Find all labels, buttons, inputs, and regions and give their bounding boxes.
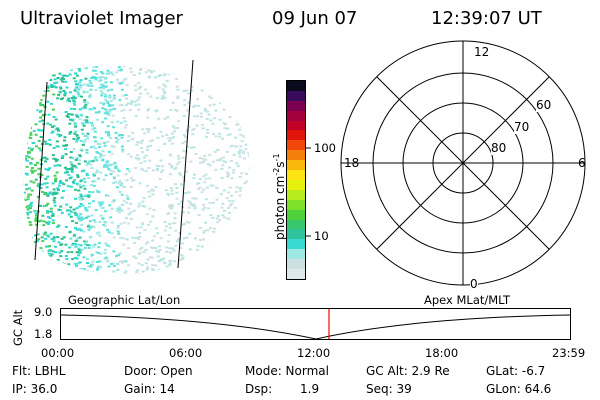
xtick-0000: 00:00 <box>41 346 75 360</box>
colorbar-band <box>287 170 305 180</box>
colorbar-band <box>287 199 305 210</box>
mlat-label-70: 70 <box>514 120 530 134</box>
mlt-label-18: 18 <box>344 156 360 170</box>
colorbar-band <box>287 229 305 240</box>
xtick-1200: 12:00 <box>297 346 331 360</box>
auroral-image <box>23 59 250 275</box>
colorbar <box>286 80 306 280</box>
time-readout: 12:39:07 UT <box>431 8 542 29</box>
colorbar-band <box>287 130 305 141</box>
colorbar-tick-10: 10 <box>314 229 329 243</box>
colorbar-band <box>287 269 305 279</box>
colorbar-band <box>287 189 305 200</box>
colorbar-band <box>287 259 305 270</box>
timeline-y-label: GC Alt <box>11 309 25 346</box>
colorbar-band <box>287 179 305 190</box>
gc-alt-readout: GC Alt: 2.9 Re <box>366 364 450 378</box>
door-readout: Door: Open <box>124 364 193 378</box>
seq-readout: Seq: 39 <box>366 382 412 396</box>
image-edge-line-left <box>34 81 48 261</box>
colorbar-band <box>287 110 305 121</box>
geographic-title: Geographic Lat/Lon <box>68 293 181 307</box>
xtick-2359: 23:59 <box>552 346 586 360</box>
ytick-9: 9.0 <box>34 305 53 319</box>
colorbar-band <box>287 249 305 260</box>
apex-title: Apex MLat/MLT <box>424 293 511 307</box>
colorbar-band <box>287 90 305 101</box>
date-readout: 09 Jun 07 <box>272 8 358 29</box>
mlt-label-0: 0 <box>470 277 478 291</box>
colorbar-tick-100: 100 <box>314 141 336 155</box>
timeline-plot <box>60 308 572 340</box>
filter-readout: Flt: LBHL <box>12 364 66 378</box>
colorbar-band <box>287 160 305 171</box>
dsp-label: Dsp: <box>245 382 273 396</box>
mlat-label-60: 60 <box>536 98 552 112</box>
colorbar-band <box>287 140 305 151</box>
colorbar-band <box>287 100 305 111</box>
colorbar-label: photon cm-2s-1 <box>272 153 287 240</box>
ip-readout: IP: 36.0 <box>12 382 58 396</box>
xtick-1800: 18:00 <box>425 346 459 360</box>
dsp-value: 1.9 <box>300 382 320 396</box>
colorbar-ticks <box>306 147 311 237</box>
mlt-label-12: 12 <box>474 45 490 59</box>
ytick-1-8: 1.8 <box>34 327 53 341</box>
colorbar-band <box>287 80 305 91</box>
altitude-curve <box>60 314 572 340</box>
image-edge-line-right <box>177 59 194 269</box>
mlat-label-80: 80 <box>491 141 507 155</box>
colorbar-band <box>287 219 305 230</box>
polar-grid <box>340 40 586 286</box>
gain-readout: Gain: 14 <box>124 382 175 396</box>
glat-readout: GLat: -6.7 <box>486 364 546 378</box>
glon-readout: GLon: 64.6 <box>486 382 552 396</box>
colorbar-band <box>287 239 305 250</box>
colorbar-band <box>287 120 305 131</box>
colorbar-band <box>287 209 305 220</box>
app-title: Ultraviolet Imager <box>20 8 183 29</box>
mlt-label-6: 6 <box>578 156 586 170</box>
colorbar-band <box>287 150 305 161</box>
mode-readout: Mode: Normal <box>245 364 329 378</box>
xtick-0600: 06:00 <box>169 346 203 360</box>
